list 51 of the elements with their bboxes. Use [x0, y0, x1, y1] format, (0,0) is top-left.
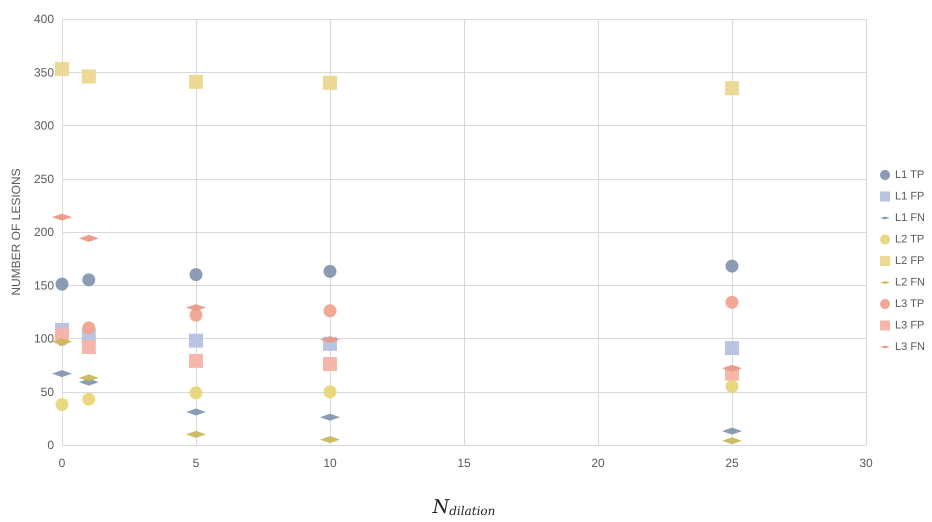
legend-label: L1 FN: [895, 212, 926, 224]
legend-label: L3 FN: [895, 341, 926, 353]
point: [323, 76, 337, 90]
point: [190, 308, 202, 322]
point: [82, 321, 96, 334]
x-tick-label: 25: [725, 456, 739, 470]
y-tick-label: 50: [40, 384, 54, 399]
legend-label: L3 TP: [895, 298, 924, 310]
y-tick-label: 200: [34, 225, 54, 239]
point: [82, 273, 96, 286]
x-tick-label: 10: [323, 456, 337, 470]
point: [189, 354, 203, 368]
y-tick-label: 150: [34, 278, 54, 292]
y-tick-label: 400: [34, 12, 54, 26]
point: [726, 260, 738, 273]
x-tick-label: 5: [192, 456, 200, 470]
legend-label: L1 TP: [895, 169, 924, 181]
point: [189, 334, 203, 348]
y-tick-label: 300: [34, 118, 54, 132]
point: [725, 341, 739, 356]
point: [324, 385, 336, 398]
x-tick-label: 0: [58, 456, 66, 470]
y-tick-label: 250: [34, 172, 54, 186]
point: [55, 62, 69, 76]
point: [725, 81, 739, 96]
point: [56, 398, 68, 412]
point: [324, 264, 336, 278]
legend-label: L3 FP: [895, 320, 924, 332]
x-axis-title: Ndilation: [432, 496, 496, 518]
point: [190, 386, 202, 400]
point: [726, 296, 738, 309]
point: [324, 304, 336, 318]
point: [323, 357, 337, 372]
legend-label: L2 FN: [895, 276, 926, 288]
x-tick-label: 15: [457, 456, 471, 470]
point: [82, 340, 96, 354]
x-tick-label: 30: [859, 456, 873, 470]
y-tick-label: 100: [34, 332, 54, 346]
y-tick-label: 350: [34, 65, 54, 80]
point: [190, 268, 202, 282]
y-tick-label: 0: [47, 438, 54, 452]
x-tick-label: 20: [591, 456, 605, 470]
legend-label: L2 FP: [895, 255, 924, 267]
y-axis-title: NUMBER OF LESIONS: [9, 168, 23, 296]
point: [56, 278, 68, 291]
point: [189, 74, 203, 89]
point: [82, 70, 96, 84]
legend-label: L2 TP: [895, 234, 924, 246]
point: [726, 380, 738, 393]
legend-label: L1 FP: [895, 190, 924, 202]
point: [82, 392, 96, 406]
